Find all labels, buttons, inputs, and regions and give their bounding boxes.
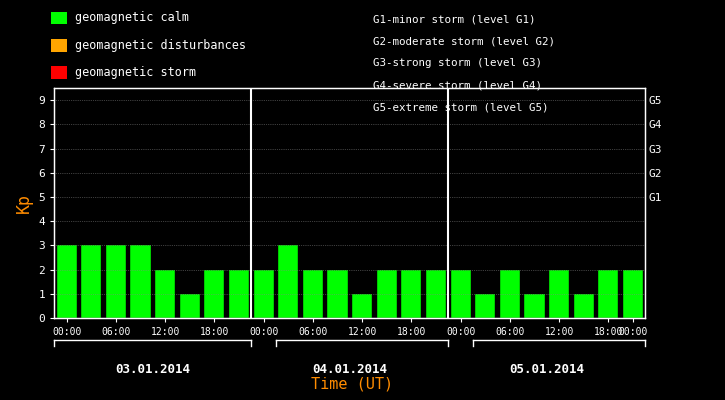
Bar (303, 270, 323, 318)
Text: G3-strong storm (level G3): G3-strong storm (level G3) (373, 58, 542, 68)
Bar (475, 294, 495, 318)
Bar (278, 245, 299, 318)
Text: G5-extreme storm (level G5): G5-extreme storm (level G5) (373, 102, 549, 112)
Bar (254, 270, 274, 318)
Bar (106, 245, 126, 318)
Bar (500, 270, 520, 318)
Text: geomagnetic disturbances: geomagnetic disturbances (75, 39, 246, 52)
Text: G1-minor storm (level G1): G1-minor storm (level G1) (373, 14, 536, 24)
Text: G4-severe storm (level G4): G4-severe storm (level G4) (373, 80, 542, 90)
Text: Time (UT): Time (UT) (310, 376, 393, 391)
Bar (598, 270, 618, 318)
Bar (524, 294, 544, 318)
Bar (155, 270, 175, 318)
Bar (426, 270, 446, 318)
Y-axis label: Kp: Kp (15, 193, 33, 213)
Bar (377, 270, 397, 318)
Bar (623, 270, 643, 318)
Bar (204, 270, 225, 318)
Bar (573, 294, 594, 318)
Bar (401, 270, 421, 318)
Text: geomagnetic calm: geomagnetic calm (75, 12, 189, 24)
Text: G2-moderate storm (level G2): G2-moderate storm (level G2) (373, 36, 555, 46)
Bar (450, 270, 471, 318)
Bar (130, 245, 151, 318)
Text: 05.01.2014: 05.01.2014 (509, 363, 584, 376)
Bar (352, 294, 372, 318)
Bar (57, 245, 77, 318)
Bar (81, 245, 102, 318)
Text: 03.01.2014: 03.01.2014 (115, 363, 191, 376)
Bar (328, 270, 347, 318)
Text: 04.01.2014: 04.01.2014 (312, 363, 387, 376)
Text: geomagnetic storm: geomagnetic storm (75, 66, 196, 79)
Bar (180, 294, 200, 318)
Bar (549, 270, 569, 318)
Bar (229, 270, 249, 318)
